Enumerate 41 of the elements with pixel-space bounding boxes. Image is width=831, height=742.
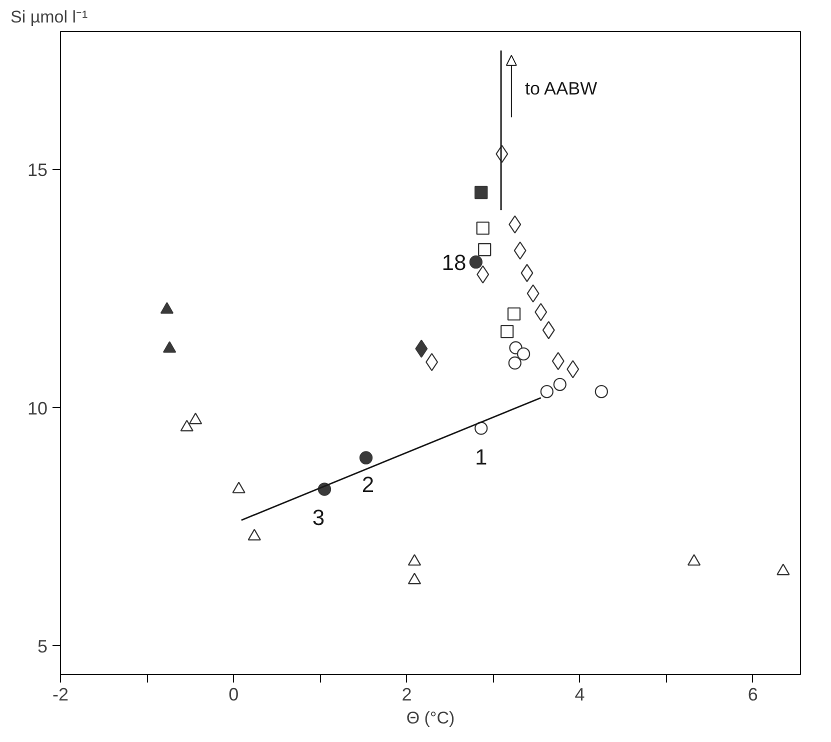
annotation: 1 xyxy=(475,444,488,470)
point xyxy=(359,451,373,464)
point xyxy=(474,422,488,435)
point xyxy=(469,255,483,269)
x-tick-label: 0 xyxy=(228,684,239,704)
point xyxy=(566,360,580,378)
point xyxy=(478,243,492,256)
x-tick-label: 6 xyxy=(748,684,758,704)
point xyxy=(474,186,488,200)
y-tick-label: 5 xyxy=(37,636,48,656)
point xyxy=(542,321,555,340)
x-tick-label: -2 xyxy=(52,684,69,704)
point xyxy=(248,528,261,540)
annotation: to AABW xyxy=(525,78,598,99)
point xyxy=(540,384,554,398)
annotation: 2 xyxy=(362,472,374,497)
annotation: 3 xyxy=(312,505,325,530)
point xyxy=(594,384,608,398)
point xyxy=(508,215,522,234)
point xyxy=(508,356,522,370)
point xyxy=(162,341,176,353)
point xyxy=(507,307,521,321)
point xyxy=(776,564,790,576)
x-axis-title: Θ (°C) xyxy=(406,708,455,728)
point xyxy=(408,554,422,566)
y-axis-title: Si µmol l⁻¹ xyxy=(10,8,88,26)
point xyxy=(476,222,490,235)
point xyxy=(516,347,530,361)
annotation: 18 xyxy=(442,250,466,276)
point xyxy=(415,340,428,358)
point xyxy=(232,482,246,494)
point xyxy=(500,324,514,338)
y-tick-label: 10 xyxy=(27,398,48,418)
point xyxy=(553,378,566,392)
x-tick-label: 2 xyxy=(402,684,412,704)
x-tick-label: 4 xyxy=(574,684,585,704)
y-tick-label: 15 xyxy=(27,160,48,180)
point xyxy=(687,554,701,566)
point xyxy=(408,572,422,584)
point xyxy=(188,412,202,424)
point xyxy=(180,420,194,432)
